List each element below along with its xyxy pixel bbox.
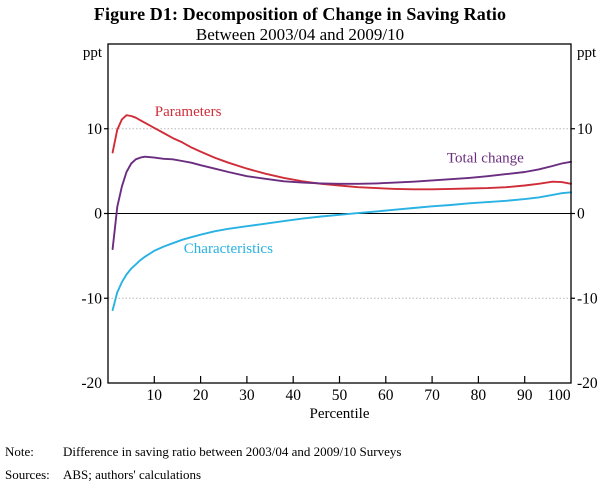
series-label-characteristics: Characteristics xyxy=(184,241,273,257)
sources-label: Sources: xyxy=(5,467,50,482)
series-line-total-change xyxy=(111,155,572,251)
series-label-parameters: Parameters xyxy=(155,104,222,120)
y-tick-label-right: -20 xyxy=(577,375,598,392)
note-text: Difference in saving ratio between 2003/… xyxy=(63,444,402,459)
page-title: Figure D1: Decomposition of Change in Sa… xyxy=(93,4,507,24)
x-tick-label: 100 xyxy=(547,387,571,404)
y-tick-label-left: 10 xyxy=(87,121,103,138)
x-tick-label: 70 xyxy=(424,387,440,404)
x-tick-label: 80 xyxy=(471,387,487,404)
series-line-parameters xyxy=(111,114,572,191)
y-tick-label-left: -20 xyxy=(81,375,102,392)
x-tick-label: 40 xyxy=(285,387,301,404)
page-subtitle: Between 2003/04 and 2009/10 xyxy=(195,25,405,44)
y-tick-label-left: 0 xyxy=(94,206,102,223)
note-row: Note: Difference in saving ratio between … xyxy=(5,444,401,460)
x-tick-label: 10 xyxy=(147,387,163,404)
xaxis-title: Percentile xyxy=(310,406,370,422)
note-label: Note: xyxy=(5,444,34,459)
sources-text: ABS; authors' calculations xyxy=(63,467,202,482)
plot-box xyxy=(107,43,572,384)
sources-row: Sources: ABS; authors' calculations xyxy=(5,467,201,483)
ppt-label-right: ppt xyxy=(577,45,597,61)
x-tick-label: 60 xyxy=(378,387,394,404)
y-tick-label-right: -10 xyxy=(577,290,598,307)
y-tick-label-left: -10 xyxy=(81,290,102,307)
y-tick-label-right: 0 xyxy=(577,206,585,223)
series-label-total-change: Total change xyxy=(447,151,524,167)
x-tick-label: 90 xyxy=(517,387,533,404)
y-tick-label-right: 10 xyxy=(577,121,593,138)
x-tick-label: 50 xyxy=(332,387,348,404)
x-tick-label: 20 xyxy=(193,387,209,404)
series-line-characteristics xyxy=(111,191,572,312)
x-tick-label: 30 xyxy=(239,387,255,404)
ppt-label-left: ppt xyxy=(83,45,103,61)
